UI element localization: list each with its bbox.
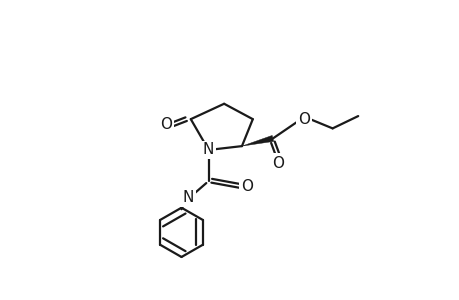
Text: O: O — [160, 117, 172, 132]
Polygon shape — [241, 135, 273, 146]
Text: O: O — [241, 178, 253, 194]
Text: N: N — [202, 142, 214, 158]
Text: N: N — [182, 190, 193, 205]
Text: O: O — [297, 112, 309, 127]
Text: O: O — [272, 155, 284, 170]
